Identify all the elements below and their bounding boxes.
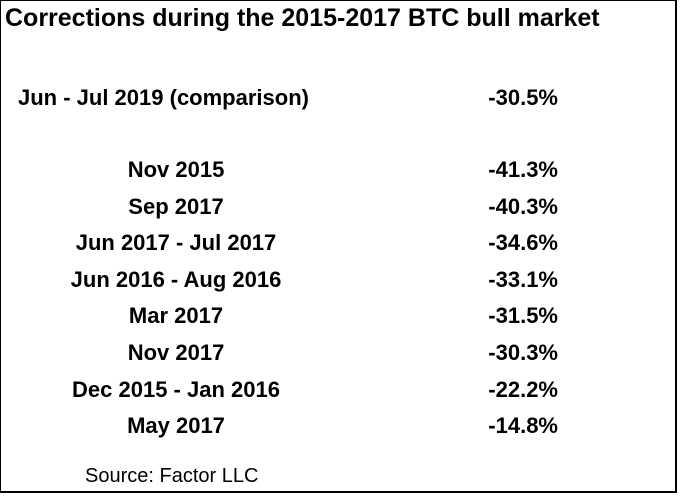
period-label: Sep 2017	[128, 193, 224, 219]
correction-value: -22.2%	[488, 376, 558, 402]
period-label: Dec 2015 - Jan 2016	[72, 376, 280, 402]
period-label: Nov 2017	[127, 340, 225, 365]
correction-value: -41.3%	[488, 157, 558, 182]
source-note: Source: Factor LLC	[85, 465, 259, 487]
table-row: May 2017 -14.8%	[0, 413, 680, 443]
correction-value: -30.3%	[488, 340, 558, 365]
correction-value: -40.3%	[488, 193, 558, 219]
comparison-row: Jun - Jul 2019 (comparison) -30.5%	[0, 85, 680, 115]
table-row: Jun 2016 - Aug 2016 -33.1%	[0, 267, 680, 297]
correction-value: -34.6%	[488, 230, 558, 256]
table-title: Corrections during the 2015-2017 BTC bul…	[5, 4, 600, 32]
correction-value: -31.5%	[488, 303, 558, 329]
period-label: Jun 2017 - Jul 2017	[75, 230, 277, 256]
correction-value: -33.1%	[488, 266, 558, 292]
comparison-period-label: Jun - Jul 2019 (comparison)	[18, 85, 309, 110]
period-label: May 2017	[127, 413, 225, 439]
table-row: Dec 2015 - Jan 2016 -22.2%	[0, 377, 680, 407]
comparison-correction-value: -30.5%	[488, 85, 558, 110]
table-row: Mar 2017 -31.5%	[0, 303, 680, 333]
period-label: Mar 2017	[128, 303, 224, 329]
table-row: Nov 2015 -41.3%	[0, 157, 680, 187]
table-row: Nov 2017 -30.3%	[0, 340, 680, 370]
correction-value: -14.8%	[488, 413, 558, 439]
table-row: Jun 2017 - Jul 2017 -34.6%	[0, 230, 680, 260]
period-label: Nov 2015	[127, 157, 225, 182]
period-label: Jun 2016 - Aug 2016	[70, 266, 282, 292]
table-row: Sep 2017 -40.3%	[0, 194, 680, 224]
